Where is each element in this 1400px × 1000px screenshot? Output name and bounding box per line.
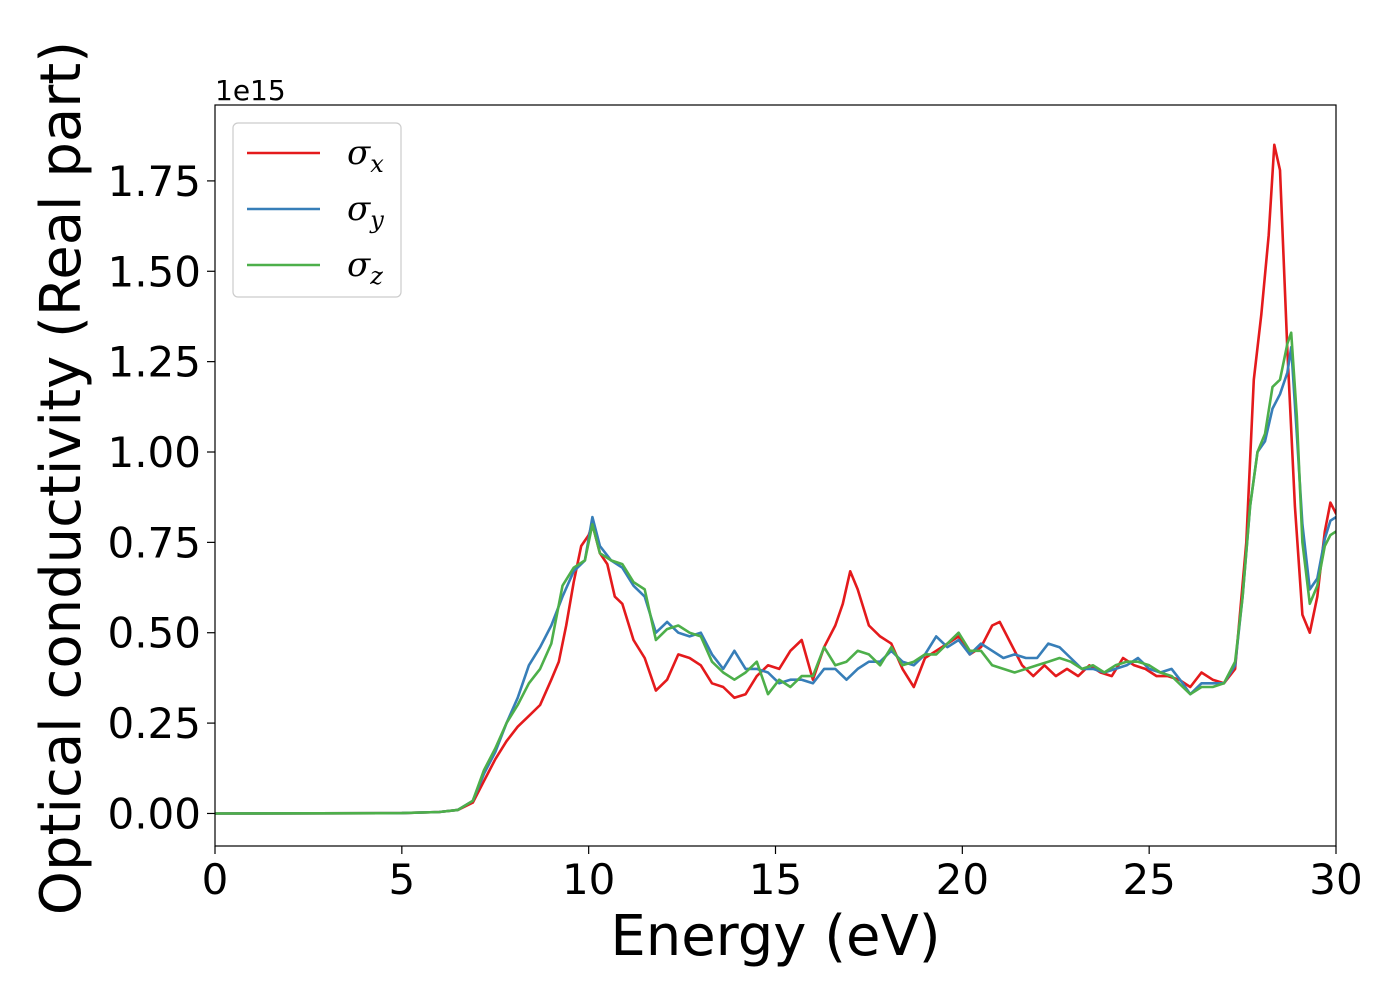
x-tick-label: 5 — [388, 855, 415, 904]
x-axis-label: Energy (eV) — [610, 904, 940, 969]
y-tick-label: 1.50 — [107, 247, 201, 296]
y-axis-offset-label: 1e15 — [215, 74, 286, 107]
x-tick-label: 20 — [936, 855, 989, 904]
series-line-y — [215, 345, 1336, 815]
y-axis: 0.00 0.25 0.50 0.75 1.00 1.25 1.50 1.75 — [107, 157, 215, 838]
y-tick-label: 1.00 — [107, 428, 201, 477]
y-axis-label: Optical conductivity (Real part) — [29, 41, 94, 915]
y-tick-label: 1.25 — [107, 338, 201, 387]
y-tick-label: 1.75 — [107, 157, 201, 206]
legend-label-x: σx — [347, 133, 384, 178]
y-tick-label: 0.25 — [107, 699, 201, 748]
x-tick-label: 10 — [562, 855, 615, 904]
x-tick-label: 25 — [1122, 855, 1175, 904]
x-tick-label: 0 — [202, 855, 229, 904]
legend: σx σy σz — [232, 122, 402, 298]
y-tick-label: 0.50 — [107, 609, 201, 658]
x-tick-label: 15 — [749, 855, 802, 904]
y-tick-label: 0.75 — [107, 518, 201, 567]
x-axis: 0 5 10 15 20 25 30 — [202, 846, 1363, 904]
y-tick-label: 0.00 — [107, 789, 201, 838]
series-line-z — [215, 331, 1336, 815]
legend-label-y: σy — [347, 189, 384, 234]
series-layer — [215, 143, 1336, 815]
x-tick-label: 30 — [1309, 855, 1362, 904]
legend-label-z: σz — [347, 245, 383, 290]
